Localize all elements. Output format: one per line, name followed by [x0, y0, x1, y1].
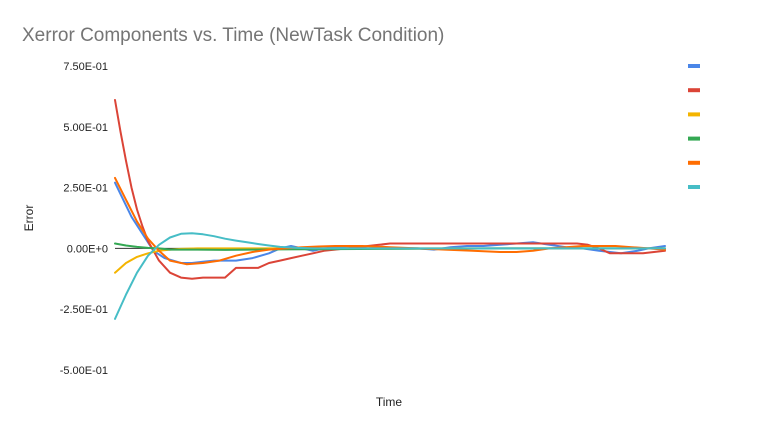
chart-title: Xerror Components vs. Time (NewTask Cond…: [22, 25, 444, 46]
legend-swatch-2: [688, 88, 700, 93]
legend-swatch-4: [688, 136, 700, 141]
series-line-2: [114, 99, 666, 280]
x-axis-title: Time: [376, 395, 403, 409]
legend-swatch-3: [688, 112, 700, 117]
series-line-6: [114, 232, 666, 320]
legend-swatch-6: [688, 185, 700, 189]
legend: [688, 64, 700, 189]
legend-swatch-1: [688, 64, 700, 68]
legend-swatch-5: [688, 160, 700, 165]
y-tick-label: 7.50E-01: [63, 61, 108, 73]
series-line-3: [114, 247, 666, 274]
y-tick-label: 0.00E+0: [67, 243, 108, 255]
y-tick-label: 5.00E-01: [63, 122, 108, 134]
series-line-5: [114, 176, 666, 266]
series-lines: [114, 99, 666, 320]
y-tick-label: -5.00E-01: [60, 365, 108, 377]
series-line-1: [114, 181, 666, 264]
y-axis-title: Error: [22, 205, 36, 232]
y-axis-ticks: 7.50E-01 5.00E-01 2.50E-01 0.00E+0 -2.50E-01…: [60, 61, 108, 377]
y-tick-label: -2.50E-01: [60, 304, 108, 316]
y-tick-label: 2.50E-01: [63, 183, 108, 195]
